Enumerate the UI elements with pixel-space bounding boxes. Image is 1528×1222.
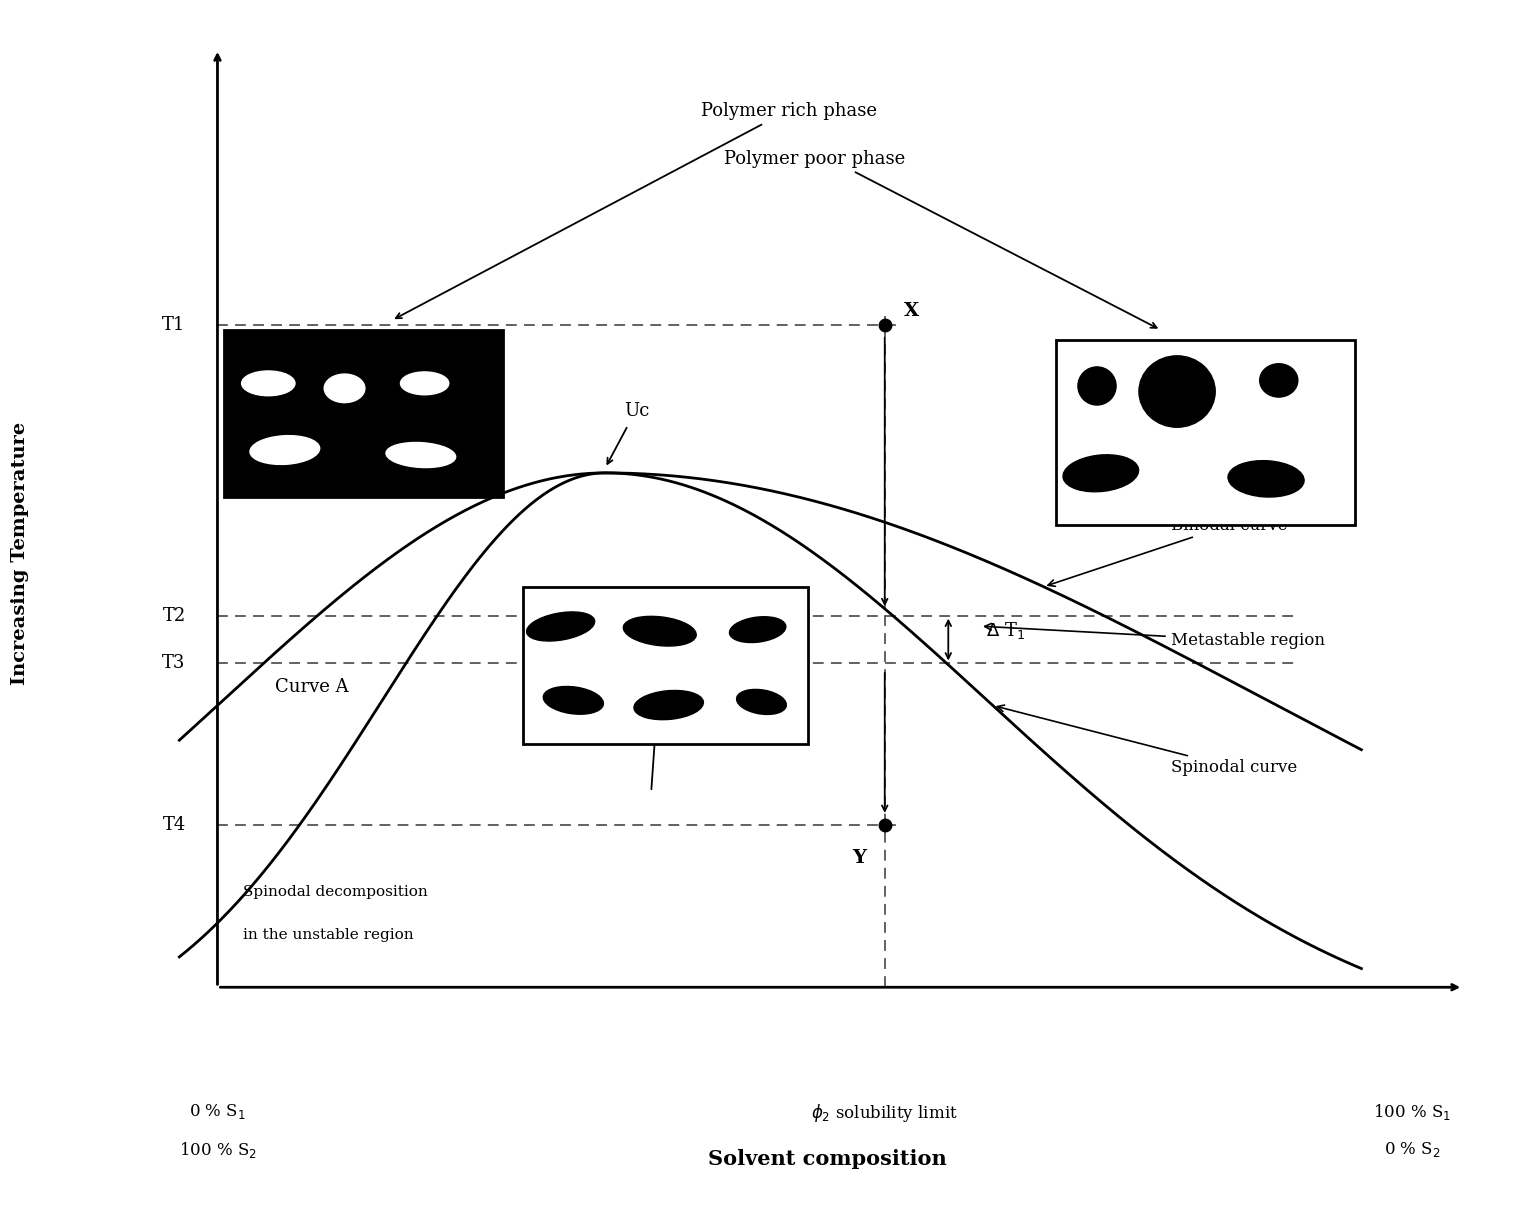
Ellipse shape <box>1077 367 1115 404</box>
Ellipse shape <box>251 435 319 464</box>
Ellipse shape <box>527 612 594 642</box>
Text: Spinodal curve: Spinodal curve <box>998 705 1297 776</box>
Ellipse shape <box>387 442 455 468</box>
Ellipse shape <box>729 617 785 643</box>
Ellipse shape <box>1259 364 1297 397</box>
Text: Polymer poor phase: Polymer poor phase <box>724 150 906 169</box>
Text: Binodal curve: Binodal curve <box>1048 517 1287 587</box>
Ellipse shape <box>324 374 365 402</box>
Ellipse shape <box>241 371 295 396</box>
Text: T2: T2 <box>162 607 186 624</box>
Bar <box>523 588 808 744</box>
Ellipse shape <box>634 690 703 720</box>
Text: 0 % S$_2$: 0 % S$_2$ <box>1384 1140 1441 1158</box>
Ellipse shape <box>736 689 787 715</box>
Ellipse shape <box>400 371 449 395</box>
Text: $\phi_2$ solubility limit: $\phi_2$ solubility limit <box>811 1101 958 1123</box>
Text: $\Delta$ T$_1$: $\Delta$ T$_1$ <box>987 620 1025 640</box>
Text: Polymer rich phase: Polymer rich phase <box>701 103 877 121</box>
Bar <box>223 330 503 496</box>
Text: T1: T1 <box>162 316 186 335</box>
Ellipse shape <box>544 687 604 714</box>
Text: Solvent composition: Solvent composition <box>707 1149 947 1169</box>
Text: Spinodal decomposition: Spinodal decomposition <box>243 885 428 899</box>
Text: 100 % S$_1$: 100 % S$_1$ <box>1374 1101 1452 1122</box>
Text: Uc: Uc <box>625 402 649 420</box>
Text: T3: T3 <box>162 655 186 672</box>
Text: X: X <box>905 303 918 320</box>
Text: 0 % S$_1$: 0 % S$_1$ <box>189 1101 246 1121</box>
Bar <box>1056 340 1355 525</box>
Ellipse shape <box>1138 356 1215 428</box>
Text: in the unstable region: in the unstable region <box>243 927 414 942</box>
Text: 100 % S$_2$: 100 % S$_2$ <box>179 1140 257 1160</box>
Text: Y: Y <box>851 849 866 868</box>
Text: Increasing Temperature: Increasing Temperature <box>11 423 29 686</box>
Text: Curve A: Curve A <box>275 678 348 697</box>
Ellipse shape <box>623 616 697 646</box>
Text: T4: T4 <box>162 816 186 835</box>
Ellipse shape <box>1063 455 1138 491</box>
Ellipse shape <box>1229 461 1303 497</box>
Text: Metastable region: Metastable region <box>984 623 1325 649</box>
